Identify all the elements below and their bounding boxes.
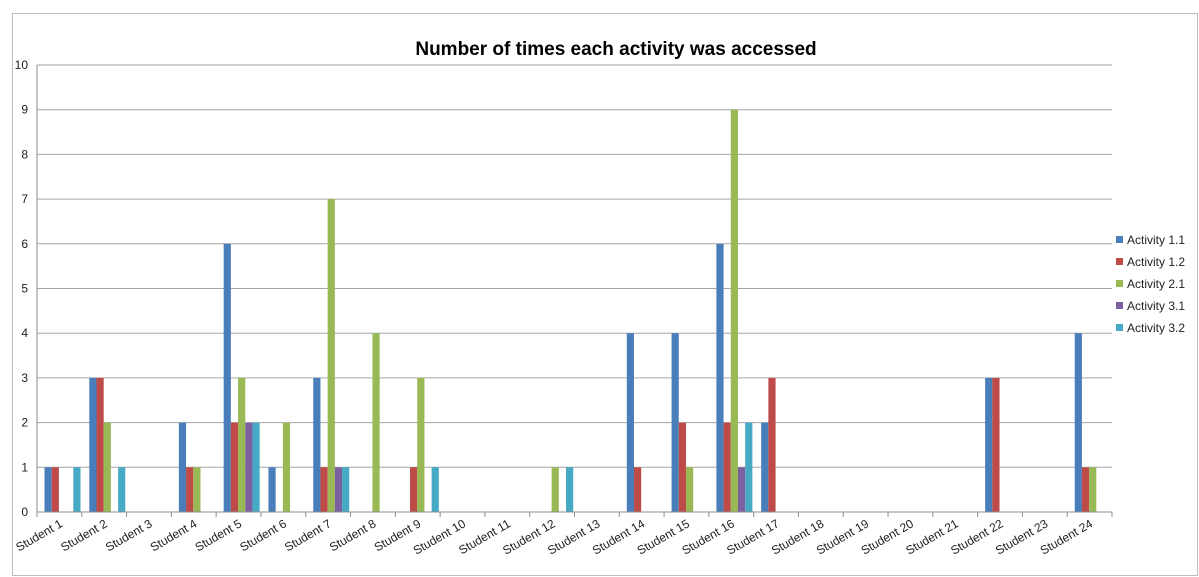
bar-activity-2-1-student-5 [238,377,246,512]
bar-activity-1-2-student-17 [768,377,776,512]
bar-activity-3-2-student-9 [431,467,439,512]
bar-activity-1-1-student-2 [89,377,97,512]
x-tick-label: Student 2 [58,516,110,554]
legend-swatch [1116,258,1123,265]
legend-swatch [1116,302,1123,309]
y-tick-label: 2 [21,416,28,430]
bar-activity-3-1-student-5 [245,422,253,512]
bar-activity-1-2-student-4 [186,467,194,512]
bar-activity-1-2-student-24 [1081,467,1090,512]
legend-label: Activity 1.1 [1127,233,1185,247]
legend-swatch [1116,236,1123,243]
bar-activity-3-1-student-7 [334,467,343,512]
legend-label: Activity 1.2 [1127,255,1185,269]
x-tick-label: Student 7 [282,516,334,554]
bar-activity-1-1-student-1 [44,467,52,512]
bar-activity-2-1-student-7 [327,199,335,512]
bar-activity-3-2-student-16 [745,422,753,512]
bar-activity-2-1-student-8 [372,333,380,512]
y-tick-label: 4 [21,326,28,340]
bar-activity-1-2-student-22 [992,377,1000,512]
chart-frame [12,13,1198,576]
x-tick-label: Student 6 [237,516,289,554]
y-tick-label: 10 [15,58,29,72]
bar-activity-2-1-student-12 [551,467,559,512]
chart-title: Number of times each activity was access… [415,39,816,60]
bar-activity-2-1-student-15 [685,467,694,512]
bar-activity-1-1-student-17 [761,422,769,512]
legend-label: Activity 2.1 [1127,277,1185,291]
x-tick-label: Student 5 [193,516,245,554]
bar-activity-2-1-student-4 [193,467,201,512]
y-tick-label: 0 [21,505,28,519]
y-tick-label: 3 [21,371,28,385]
bar-activity-1-2-student-16 [723,422,731,512]
legend-swatch [1116,280,1123,287]
bar-activity-1-1-student-22 [985,377,993,512]
bar-activity-3-2-student-5 [252,422,260,512]
legend-label: Activity 3.2 [1127,321,1185,335]
bar-activity-1-2-student-5 [230,422,239,512]
bar-activity-3-2-student-2 [118,467,126,512]
bar-activity-2-1-student-9 [417,377,425,512]
bar-activity-2-1-student-24 [1089,467,1097,512]
bar-activity-1-2-student-9 [410,467,418,512]
bar-activity-1-1-student-5 [223,243,231,513]
legend-swatch [1116,324,1123,331]
bar-activity-3-1-student-16 [737,467,746,512]
bar-activity-1-1-student-4 [178,422,187,512]
bar-activity-2-1-student-6 [282,422,291,512]
y-tick-label: 7 [21,192,28,206]
y-tick-label: 5 [21,282,28,296]
bar-activity-1-1-student-24 [1074,333,1082,512]
bar-activity-1-2-student-15 [678,422,686,512]
y-tick-label: 8 [21,147,28,161]
bar-activity-2-1-student-16 [730,109,738,512]
bar-activity-2-1-student-2 [103,422,111,512]
y-tick-label: 9 [21,103,28,117]
bar-activity-1-1-student-6 [268,467,276,512]
bar-activity-1-2-student-1 [51,467,59,512]
y-tick-label: 1 [21,460,28,474]
bar-activity-3-2-student-1 [73,467,81,512]
y-tick-label: 6 [21,237,28,251]
bar-activity-1-1-student-15 [671,333,679,512]
bar-activity-1-2-student-14 [633,467,642,512]
bar-activity-1-2-student-2 [96,377,104,512]
bar-activity-1-2-student-7 [320,467,328,512]
x-tick-label: Student 1 [13,516,65,554]
x-tick-label: Student 3 [103,516,155,554]
bar-activity-1-1-student-7 [313,377,321,512]
bar-activity-1-1-student-16 [716,243,724,513]
x-tick-label: Student 4 [148,516,200,554]
x-tick-label: Student 8 [327,516,379,554]
bar-activity-3-2-student-12 [566,467,574,512]
bar-activity-3-2-student-7 [342,467,350,512]
legend-label: Activity 3.1 [1127,299,1185,313]
bar-activity-1-1-student-14 [626,333,634,512]
